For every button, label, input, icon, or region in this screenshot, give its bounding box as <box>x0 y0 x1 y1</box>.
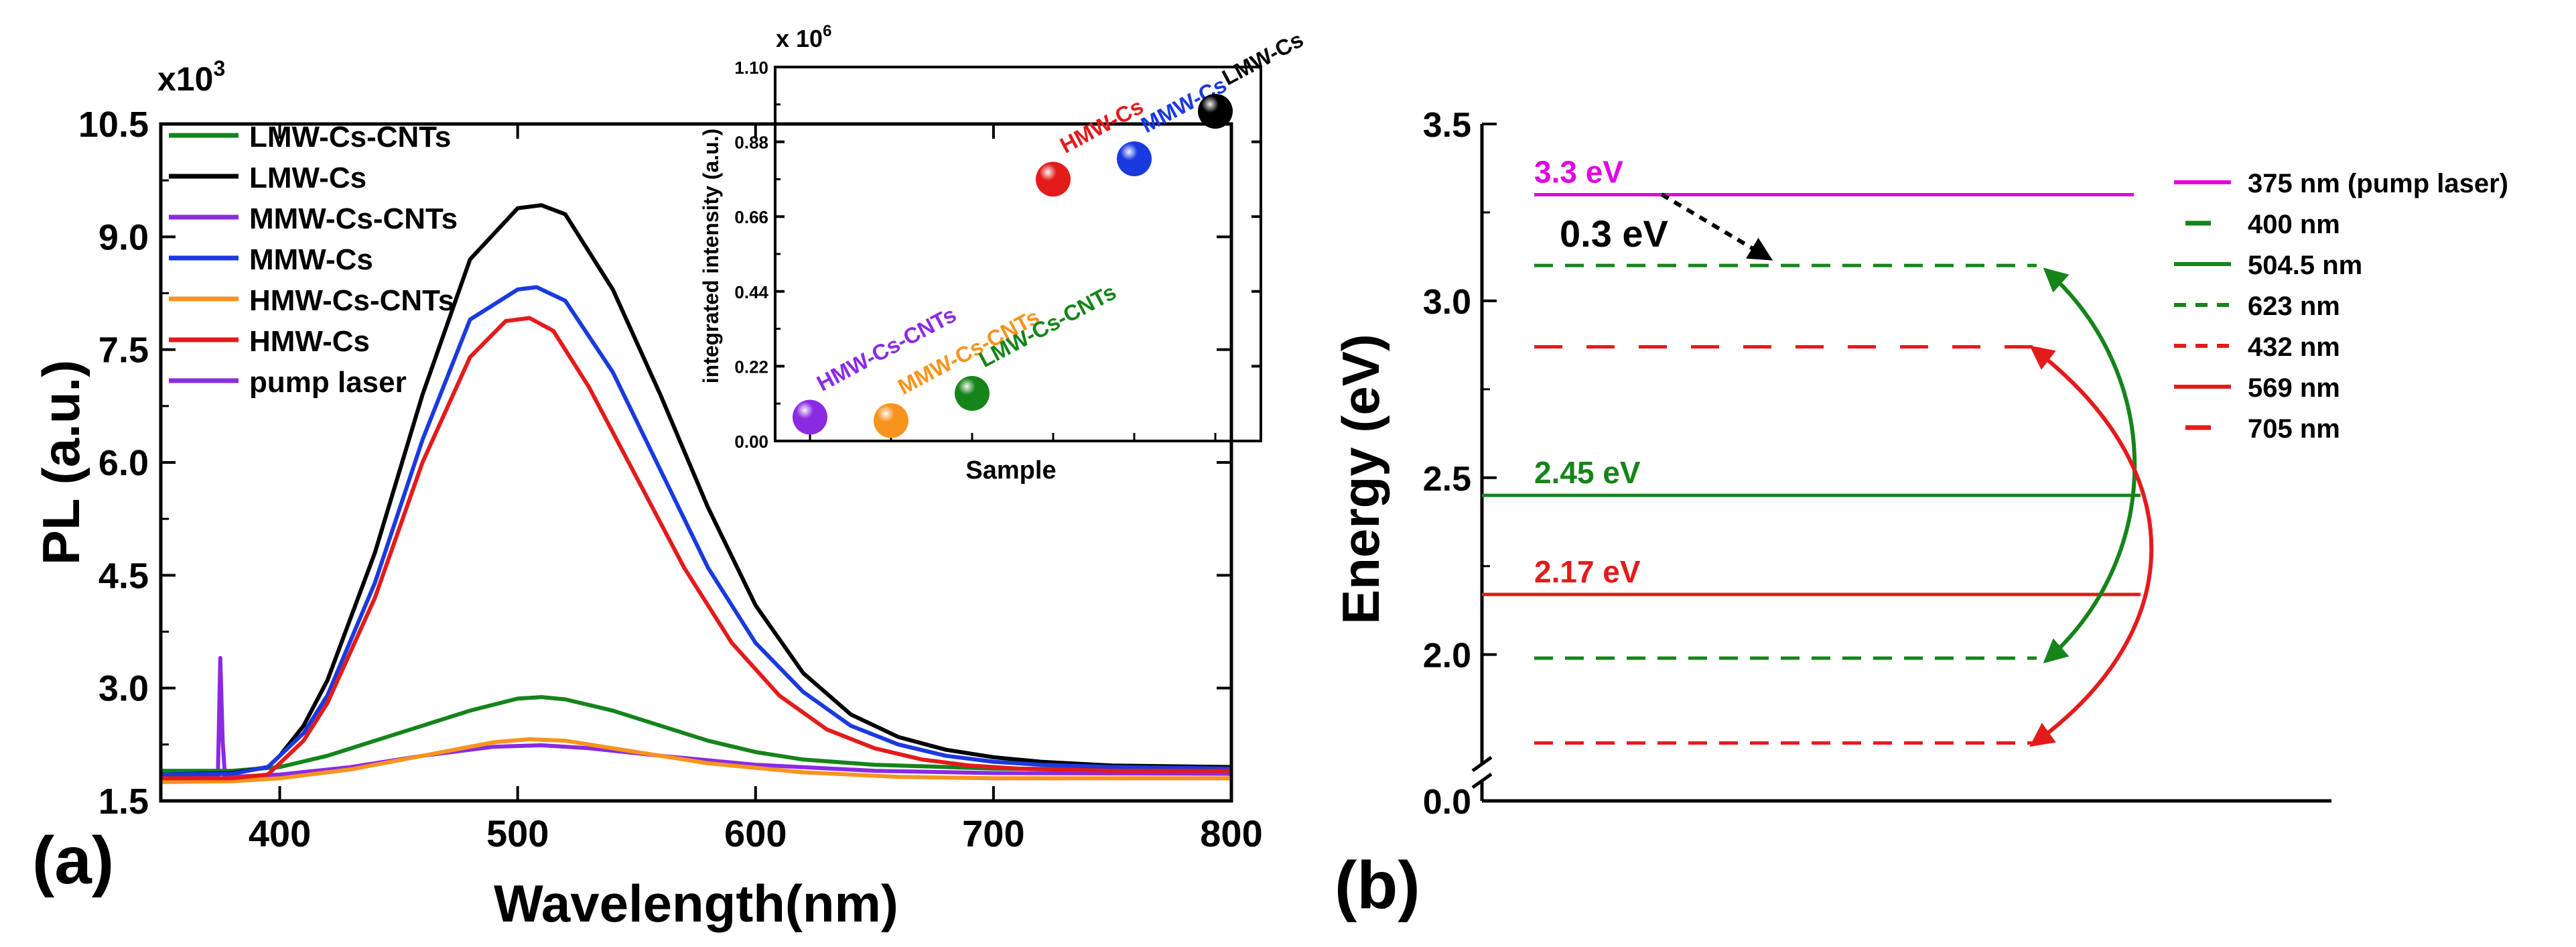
legend-label: LMW-Cs <box>249 162 366 194</box>
inset-point-shine <box>793 399 827 435</box>
legend-label: MMW-Cs <box>249 243 373 276</box>
series-line-lmw-cs <box>160 203 1232 777</box>
legend-label: MMW-Cs-CNTs <box>249 202 458 235</box>
a-y-tick-label: 1.5 <box>98 781 149 822</box>
inset-point-shine <box>874 403 908 438</box>
a-x-tick-label: 500 <box>486 812 549 855</box>
b-legend-label: 375 nm (pump laser) <box>2248 169 2508 198</box>
inset-y-tick-label: 0.88 <box>734 133 768 153</box>
inset-point-shine <box>1036 162 1071 197</box>
b-legend-label: 504.5 nm <box>2248 251 2362 280</box>
a-y-multiplier-exp: 3 <box>213 56 225 80</box>
a-legend: LMW-Cs-CNTs LMW-Cs MMW-Cs-CNTs MMW-Cs HMW-Cs… <box>169 121 458 399</box>
inset-tick-labels: 0.00 0.22 0.44 0.66 0.88 1.10 <box>734 58 768 452</box>
b-y-tick-label: 3.0 <box>1423 283 1471 322</box>
inset-point-shine <box>955 375 990 411</box>
series-line-hmw-cs-cnts <box>160 737 1231 784</box>
a-panel-label: (a) <box>32 823 114 898</box>
energy-gap-label: 0.3 eV <box>1560 212 1668 255</box>
b-transition-arrows: 0.3 eV <box>1560 192 2154 747</box>
b-y-tick-label: 2.0 <box>1423 637 1471 676</box>
a-plot-frame <box>159 122 1233 803</box>
legend-label: LMW-Cs-CNTs <box>249 121 451 153</box>
b-legend-label: 400 nm <box>2248 210 2340 239</box>
inset-y-tick-label: 0.22 <box>734 357 768 377</box>
b-y-tick-label: 3.5 <box>1423 106 1471 145</box>
b-y-label: Energy (eV) <box>1331 334 1390 624</box>
a-tick-labels: 400 500 600 700 800 1.5 3.0 4.5 6.0 7.5 9.0 10.5 <box>78 105 1263 855</box>
b-axis: 0.0 2.0 2.5 3.0 3.5 <box>1423 106 2331 822</box>
inset-y-tick-label: 0.66 <box>734 207 768 227</box>
inset-y-tick-label: 1.10 <box>734 58 768 78</box>
legend-label: HMW-Cs <box>249 325 370 358</box>
b-axis-break-mark <box>1471 772 1493 790</box>
legend-label: pump laser <box>249 366 407 399</box>
b-legend-label: 705 nm <box>2248 414 2340 444</box>
series-line-mmw-cs <box>160 285 1232 777</box>
b-y-tick-label: 2.5 <box>1423 460 1471 499</box>
b-legend-label: 623 nm <box>2248 292 2340 321</box>
series-line-hmw-cs <box>161 316 1231 781</box>
a-x-tick-label: 800 <box>1200 812 1262 855</box>
inset-point-label: LMW-Cs <box>1218 27 1307 90</box>
series-line-lmw-cs-cnts <box>161 695 1231 773</box>
panel-a: 400 500 600 700 800 1.5 3.0 4.5 6.0 7.5 9.0 10.5 x1… <box>31 22 1307 933</box>
b-legend: 375 nm (pump laser) 400 nm 504.5 nm 623 nm 4… <box>2174 169 2508 444</box>
a-x-tick-label: 700 <box>962 812 1024 855</box>
legend-label: HMW-Cs-CNTs <box>249 284 454 317</box>
a-x-tick-label: 400 <box>249 812 311 855</box>
a-y-tick-label: 10.5 <box>78 105 149 145</box>
b-y-tick-label: 0.0 <box>1423 783 1471 822</box>
a-y-tick-label: 7.5 <box>98 330 149 371</box>
b-level-labels: 3.3 eV 2.45 eV 2.17 eV <box>1534 155 1641 589</box>
a-series-group <box>160 203 1232 784</box>
inset-y-tick-label: 0.00 <box>734 432 768 452</box>
b-axis-break-mark <box>1471 755 1493 773</box>
energy-gap-arrow <box>1660 192 1773 261</box>
b-panel-label: (b) <box>1335 848 1420 923</box>
inset-point-shine <box>1198 93 1233 129</box>
b-legend-label: 569 nm <box>2248 373 2340 403</box>
a-y-tick-label: 6.0 <box>98 443 149 483</box>
a-x-tick-label: 600 <box>724 812 787 855</box>
energy-level-label: 3.3 eV <box>1534 155 1623 190</box>
inset-x-label: Sample <box>965 456 1056 485</box>
a-y-label: PL (a.u.) <box>31 360 90 565</box>
inset-plot-frame <box>774 66 1262 442</box>
a-y-tick-label: 4.5 <box>98 556 149 596</box>
inset-y-label: integrated intensity (a.u.) <box>699 129 723 383</box>
a-y-tick-label: 9.0 <box>98 217 149 257</box>
red-transition-arrow <box>2029 345 2154 747</box>
green-transition-arrow <box>2043 267 2137 664</box>
panel-b: 0.0 2.0 2.5 3.0 3.5 0.3 eV 3.3 eV 2.45 eV 2.17… <box>1331 106 2508 923</box>
a-x-label: Wavelength(nm) <box>494 874 898 933</box>
a-y-tick-label: 3.0 <box>98 669 149 709</box>
a-y-multiplier: x103 <box>157 56 225 98</box>
inset-y-multiplier: x 106 <box>776 22 831 52</box>
inset-y-multiplier-exp: 6 <box>823 22 831 40</box>
inset-point-shine <box>1117 141 1152 176</box>
inset-y-tick-label: 0.44 <box>734 282 768 302</box>
b-legend-label: 432 nm <box>2248 332 2340 362</box>
inset-chart: 0.000.220.440.660.881.10 HMW-Cs-CNTsMMW-… <box>699 22 1307 485</box>
energy-level-label: 2.45 eV <box>1534 455 1641 490</box>
energy-level-label: 2.17 eV <box>1534 554 1641 589</box>
